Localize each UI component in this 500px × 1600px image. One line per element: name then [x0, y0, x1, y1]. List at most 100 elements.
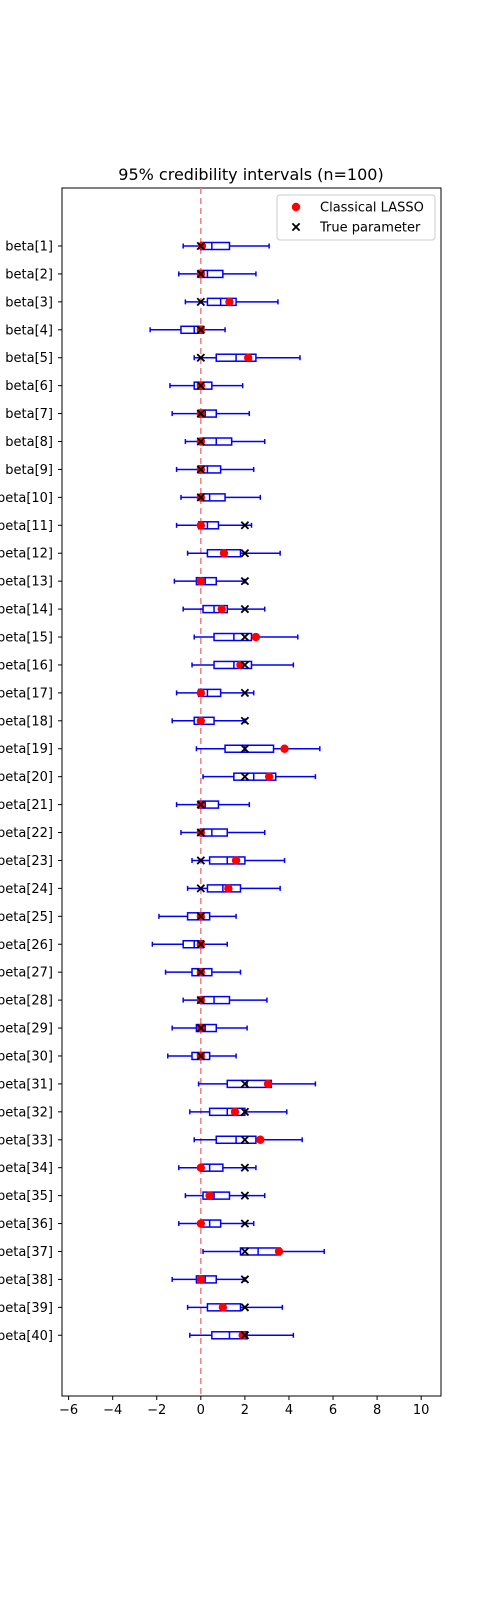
- y-tick-label: beta[40]: [0, 1329, 53, 1344]
- legend-entry: Classical LASSO: [291, 201, 424, 216]
- true-marker-stroke: [196, 800, 206, 809]
- x-tick-label: 4: [285, 1403, 293, 1418]
- y-tick-label: beta[34]: [0, 1161, 53, 1176]
- true-marker-stroke: [196, 241, 206, 251]
- true-marker: [196, 297, 206, 307]
- iqr-box: [206, 884, 242, 893]
- true-marker: [196, 409, 206, 418]
- interval-15: beta[15]: [0, 631, 299, 646]
- true-marker: [196, 269, 206, 279]
- true-marker: [240, 660, 250, 670]
- true-marker-stroke: [240, 688, 250, 698]
- interval-39: beta[39]: [0, 1301, 284, 1316]
- y-tick-label: beta[36]: [0, 1217, 53, 1232]
- true-marker: [240, 1135, 250, 1144]
- y-tick-label: beta[38]: [0, 1273, 53, 1288]
- interval-29: beta[29]: [0, 1022, 248, 1037]
- y-tick-label: beta[20]: [0, 770, 53, 785]
- x-tick-label: 2: [241, 1403, 249, 1418]
- interval-22: beta[22]: [0, 826, 266, 841]
- interval-7: beta[7]: [5, 407, 251, 422]
- iqr-box: [202, 604, 229, 614]
- true-marker-stroke: [196, 297, 206, 307]
- lasso-point: [243, 353, 253, 362]
- lasso-point: [196, 1219, 206, 1228]
- true-marker-stroke: [240, 1247, 250, 1256]
- true-marker: [196, 437, 206, 446]
- true-marker: [196, 1023, 206, 1033]
- y-tick-label: beta[5]: [5, 351, 53, 366]
- interval-28: beta[28]: [0, 994, 268, 1009]
- lasso-point: [231, 856, 241, 865]
- interval-6: beta[6]: [5, 379, 244, 394]
- interval-31: beta[31]: [0, 1077, 317, 1092]
- true-marker: [196, 856, 206, 865]
- iqr-box: [202, 437, 233, 446]
- true-marker: [240, 716, 250, 726]
- true-marker-stroke: [240, 521, 250, 530]
- y-tick-label: beta[19]: [0, 742, 53, 757]
- true-marker: [240, 632, 250, 642]
- true-marker: [240, 688, 250, 698]
- true-marker: [240, 1331, 250, 1340]
- true-marker: [196, 465, 206, 474]
- true-marker-stroke: [196, 381, 206, 390]
- true-marker-stroke: [196, 884, 206, 893]
- true-marker: [240, 1247, 250, 1256]
- iqr-box: [193, 716, 215, 726]
- y-tick-label: beta[1]: [5, 240, 53, 255]
- interval-12: beta[12]: [0, 547, 281, 562]
- y-tick-label: beta[29]: [0, 1022, 53, 1037]
- y-tick-label: beta[6]: [5, 379, 53, 394]
- true-marker-stroke: [240, 632, 250, 642]
- lasso-point: [196, 688, 206, 698]
- y-tick-label: beta[3]: [5, 295, 53, 310]
- interval-13: beta[13]: [0, 575, 250, 590]
- true-marker: [240, 1191, 250, 1200]
- true-marker: [196, 241, 206, 251]
- true-marker: [196, 1051, 206, 1061]
- interval-19: beta[19]: [0, 742, 321, 757]
- y-tick-label: beta[37]: [0, 1245, 53, 1260]
- true-marker-stroke: [196, 940, 206, 949]
- true-marker-stroke: [196, 828, 206, 837]
- lasso-point: [238, 1331, 247, 1340]
- interval-21: beta[21]: [0, 798, 251, 813]
- y-tick-label: beta[2]: [5, 267, 53, 282]
- y-tick-label: beta[25]: [0, 910, 53, 925]
- lasso-point: [264, 772, 274, 781]
- interval-20: beta[20]: [0, 770, 317, 785]
- true-marker-stroke: [196, 995, 206, 1005]
- true-marker-stroke: [196, 437, 206, 446]
- lasso-point: [236, 660, 245, 670]
- lasso-point: [196, 1163, 206, 1172]
- interval-36: beta[36]: [0, 1217, 255, 1232]
- y-tick-label: beta[21]: [0, 798, 53, 813]
- interval-14: beta[14]: [0, 603, 266, 618]
- interval-30: beta[30]: [0, 1049, 237, 1064]
- lasso-point: [224, 884, 233, 893]
- true-marker-stroke: [240, 576, 250, 586]
- true-marker: [196, 884, 206, 893]
- y-tick-label: beta[18]: [0, 714, 53, 729]
- interval-34: beta[34]: [0, 1161, 257, 1176]
- y-tick-label: beta[24]: [0, 882, 53, 897]
- interval-33: beta[33]: [0, 1133, 303, 1148]
- interval-32: beta[32]: [0, 1105, 288, 1120]
- y-tick-label: beta[14]: [0, 603, 53, 618]
- true-marker-stroke: [240, 716, 250, 726]
- true-marker: [240, 576, 250, 586]
- true-marker-stroke: [196, 269, 206, 279]
- true-marker-stroke: [196, 1023, 206, 1033]
- x-tick-label: 10: [413, 1403, 430, 1418]
- iqr-box: [200, 995, 231, 1005]
- lasso-point: [218, 1303, 228, 1312]
- y-tick-label: beta[9]: [5, 463, 53, 478]
- lasso-point: [263, 1079, 273, 1089]
- lasso-point: [196, 1275, 206, 1284]
- iqr-box: [213, 632, 253, 642]
- true-marker: [196, 493, 206, 502]
- true-marker: [196, 967, 206, 977]
- y-tick-label: beta[28]: [0, 994, 53, 1009]
